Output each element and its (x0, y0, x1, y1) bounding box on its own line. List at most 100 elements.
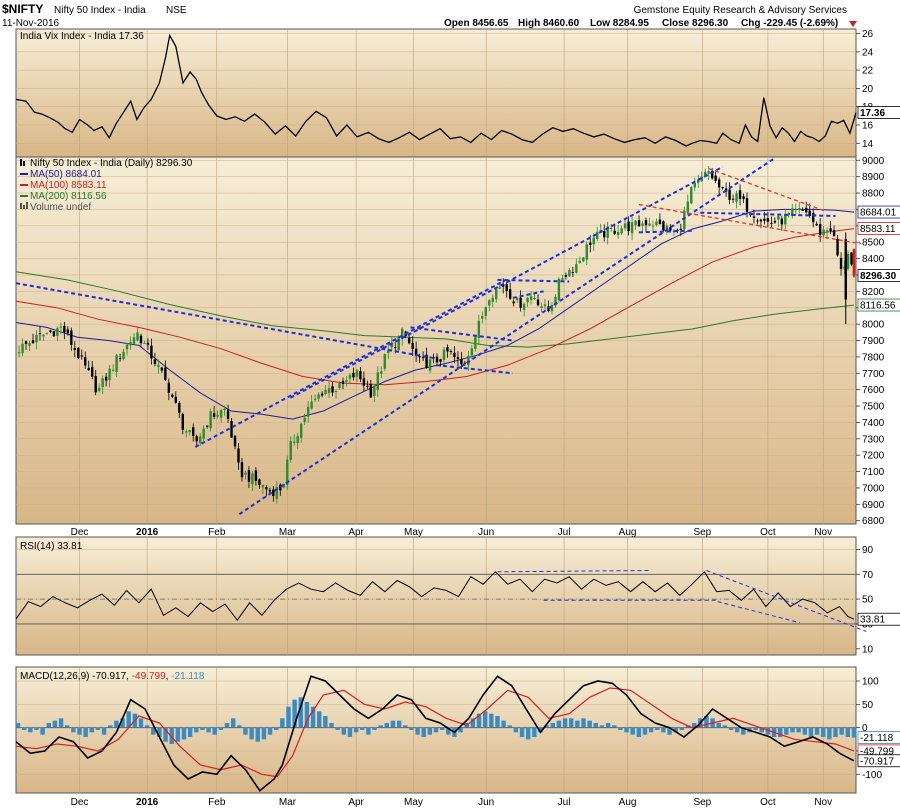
macd-histogram-bar (200, 727, 205, 730)
macd-histogram-bar (716, 723, 721, 728)
macd-histogram-bar (347, 727, 353, 737)
candle-body (603, 231, 606, 238)
trendline (512, 290, 544, 299)
macd-histogram-bar (575, 720, 580, 728)
candle-body (387, 350, 390, 354)
candle-body (91, 366, 94, 377)
macd-histogram-bar (821, 727, 826, 737)
macd-histogram-bar (267, 727, 273, 735)
x-tick-label: Oct (760, 797, 776, 808)
candle-body (575, 264, 578, 273)
macd-histogram-bar (427, 727, 433, 735)
macd-histogram-bar (157, 727, 162, 737)
candle-body (265, 487, 268, 490)
legend-entry: MA(50) 8684.01 (30, 169, 102, 180)
candle-body (355, 370, 359, 377)
candle-body (798, 208, 801, 211)
macd-histogram-bar (304, 702, 310, 728)
macd-histogram-bar (655, 727, 660, 730)
candle-body (752, 216, 756, 218)
candle-body (658, 219, 662, 224)
x-tick-label: Sep (693, 527, 711, 538)
candle-body (164, 367, 167, 380)
price-last-value-tag: 8116.56 (857, 298, 900, 312)
macd-histogram-bar (396, 720, 402, 728)
y-tick-label: 50 (862, 700, 874, 711)
candle-body (644, 220, 648, 226)
y-tick-label: 8200 (862, 287, 885, 298)
candle-body (616, 231, 620, 236)
candle-body (310, 401, 313, 409)
macd-histogram-bar (255, 727, 260, 742)
x-tick-label: Jul (558, 527, 571, 538)
macd-histogram-bar (71, 727, 76, 733)
macd-histogram-bar (323, 716, 328, 728)
candle-body (240, 462, 244, 478)
candle-body (623, 223, 627, 229)
candle-body (453, 352, 456, 358)
candle-body (435, 356, 439, 363)
ma200-line (15, 271, 855, 348)
y-tick-label: 100 (862, 677, 879, 688)
macd-histogram-bar (151, 727, 156, 735)
price-last-value-tag-text: 8684.01 (860, 208, 897, 219)
macd-histogram-bar (384, 723, 390, 728)
macd-histogram-bar (495, 716, 500, 728)
x-tick-label: Sep (693, 797, 711, 808)
macd-histogram-bar (120, 718, 125, 728)
y-tick-label: -100 (862, 770, 882, 781)
x-tick-label: Mar (279, 797, 297, 808)
macd-histogram-bar (661, 727, 666, 733)
candle-body (620, 228, 623, 234)
candle-body (97, 387, 101, 391)
y-tick-label: 7200 (862, 451, 885, 462)
candle-body (125, 344, 129, 350)
candle-body (822, 229, 825, 236)
macd-histogram-bar (569, 718, 574, 728)
candle-body (205, 425, 209, 428)
ohlc-low: Low 8284.95 (590, 18, 649, 29)
macd-histogram-bar (58, 718, 64, 728)
candle-body (634, 220, 637, 226)
candle-body (704, 171, 707, 176)
y-tick-label: 6900 (862, 500, 885, 511)
candle-body (467, 355, 470, 366)
macd-histogram-bar (194, 727, 199, 733)
macd-histogram-bar (845, 727, 851, 737)
macd-histogram-bar (489, 713, 494, 728)
macd-histogram-bar (34, 727, 39, 730)
candle-body (557, 278, 561, 301)
candle-body (738, 190, 742, 200)
macd-histogram-bar (169, 727, 174, 744)
candle-body (627, 221, 630, 232)
macd-histogram-bar (802, 727, 807, 735)
candle-body (784, 214, 787, 225)
macd-histogram-bar (249, 727, 254, 740)
x-tick-label: Dec (71, 527, 89, 538)
candle-body (345, 380, 348, 382)
candle-body (606, 226, 609, 238)
candle-body (484, 307, 487, 316)
macd-histogram-bar (777, 727, 783, 737)
vix-title: India Vix Index - India 17.36 (20, 31, 144, 42)
candle-body (407, 337, 411, 344)
candle-body (397, 336, 400, 351)
macd-histogram-bar (667, 727, 672, 735)
y-tick-label: 7400 (862, 418, 885, 429)
candle-body (710, 170, 714, 179)
vix-panel: 14161820222426India Vix Index - India 17… (15, 28, 900, 158)
price-last-value-tag-text: 8296.30 (860, 271, 897, 282)
macd-histogram-bar (808, 727, 814, 737)
y-tick-label: 20 (862, 84, 874, 95)
candle-body (519, 297, 522, 308)
candle-body (540, 306, 543, 308)
candle-body (801, 209, 804, 211)
macd-histogram-bar (648, 727, 654, 733)
vix-last-value-tag: 17.36 (857, 106, 900, 119)
macd-histogram-bar (519, 727, 525, 737)
candle-body (143, 342, 146, 344)
y-tick-label: 22 (862, 66, 874, 77)
x-tick-label: Jun (478, 527, 494, 538)
